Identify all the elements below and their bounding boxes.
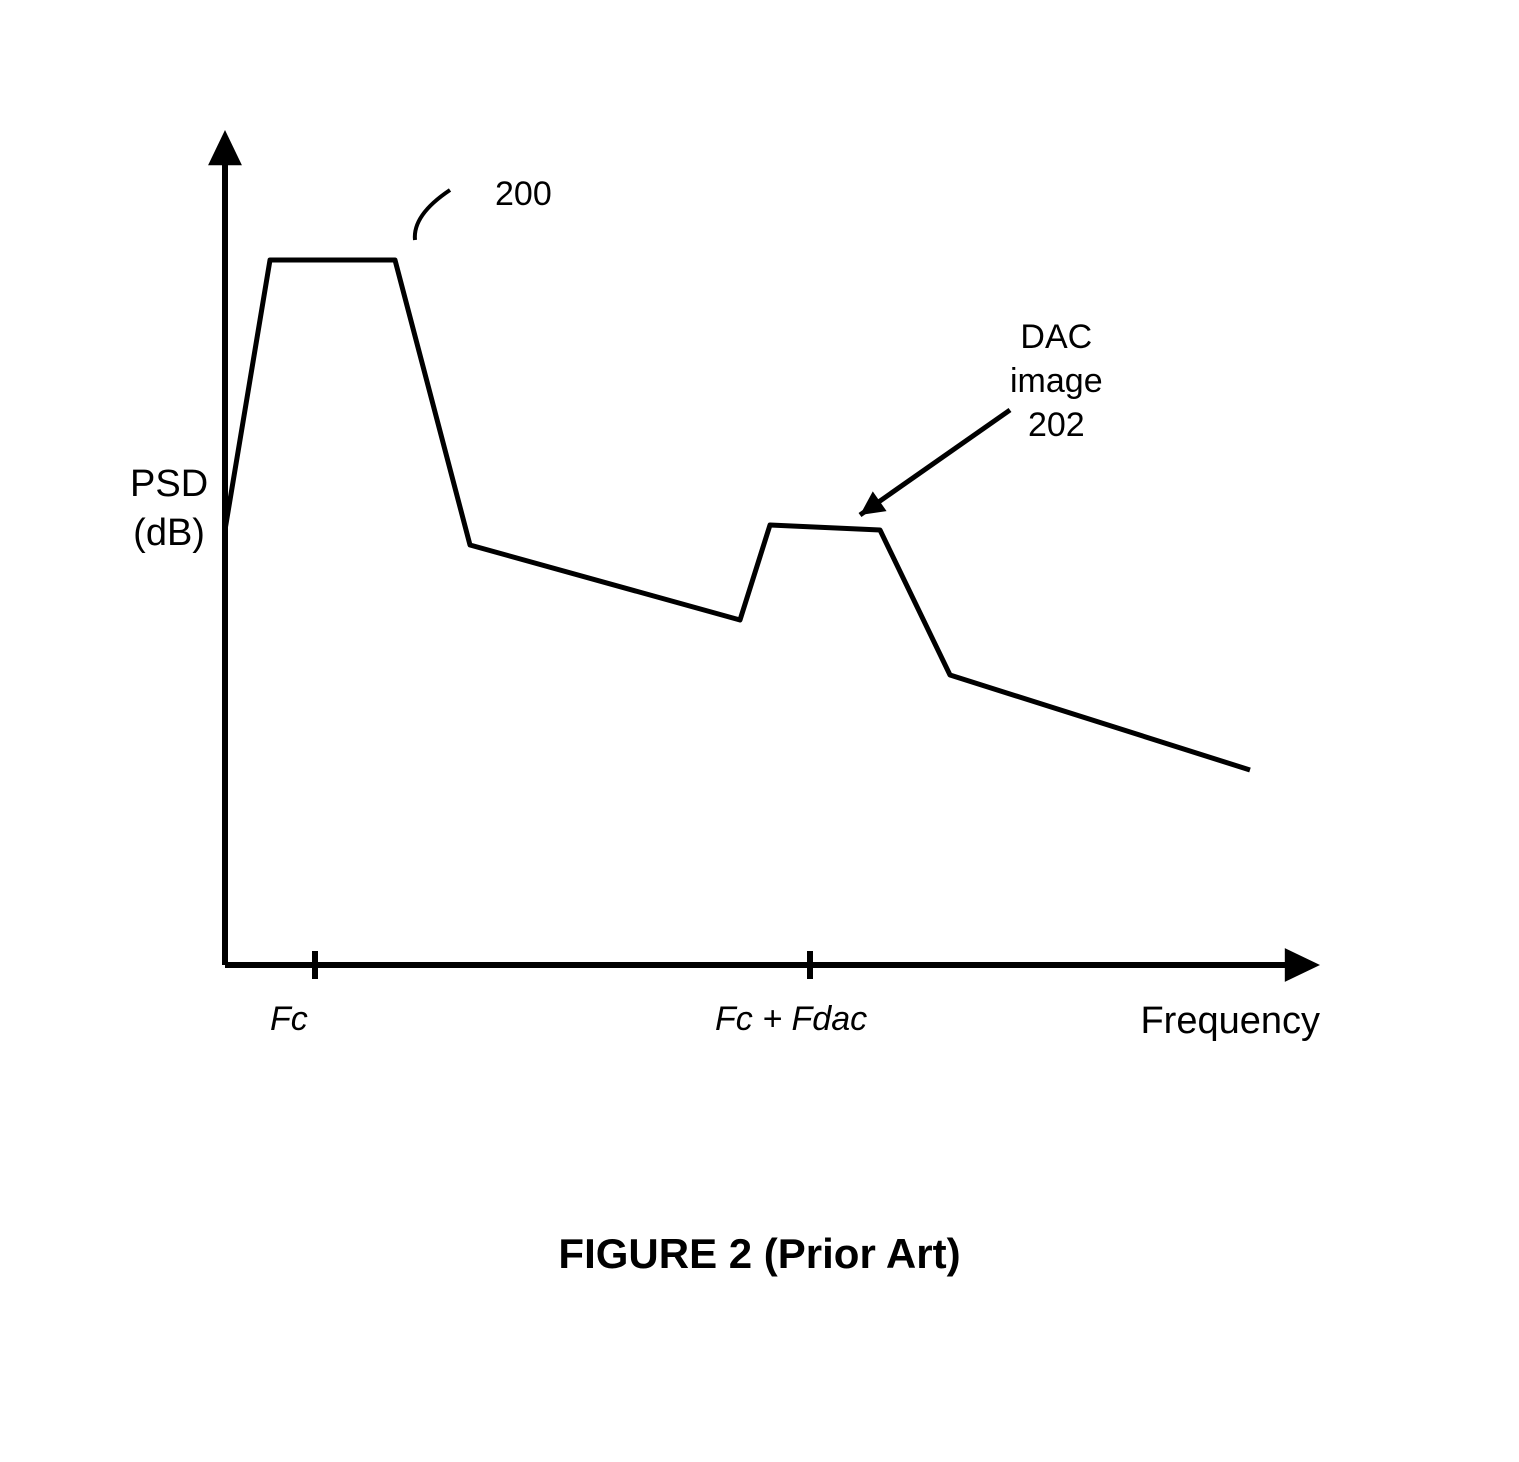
dac-ref: 202 [1010,403,1103,447]
dac-text-2: image [1010,359,1103,403]
figure-caption: FIGURE 2 (Prior Art) [0,1230,1519,1278]
dac-image-label: DAC image 202 [1010,315,1103,448]
psd-chart [140,100,1360,1030]
ref-200-label: 200 [495,175,552,214]
x-axis-label: Frequency [1140,1000,1320,1043]
dac-text-1: DAC [1010,315,1103,359]
figure-container: PSD(dB) Frequency Fc Fc + Fdac 200 DAC i… [140,100,1360,1180]
y-axis-label: PSD(dB) [130,460,208,559]
tick-label-fcfdac: Fc + Fdac [715,1000,867,1039]
y-axis-label-text: PSD(dB) [130,460,208,559]
tick-label-fc: Fc [270,1000,308,1039]
